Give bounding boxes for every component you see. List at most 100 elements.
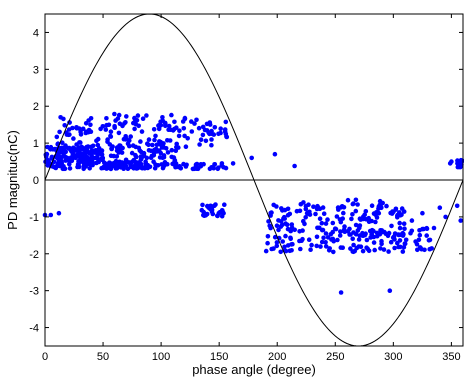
data-point bbox=[230, 161, 236, 166]
data-point bbox=[46, 159, 51, 164]
data-point bbox=[209, 165, 214, 170]
x-tick-label: 150 bbox=[210, 351, 228, 363]
data-point bbox=[189, 129, 195, 134]
data-point bbox=[358, 217, 364, 222]
data-point bbox=[276, 227, 281, 233]
data-point bbox=[56, 210, 62, 216]
data-point bbox=[265, 234, 271, 239]
data-point bbox=[421, 226, 426, 232]
data-point bbox=[341, 229, 347, 234]
data-point bbox=[321, 211, 327, 216]
data-point bbox=[294, 208, 300, 214]
data-point bbox=[353, 222, 359, 228]
data-point bbox=[200, 132, 206, 138]
data-point bbox=[63, 149, 68, 155]
data-point bbox=[378, 246, 383, 251]
data-point bbox=[342, 224, 347, 229]
data-point bbox=[392, 231, 398, 236]
data-point bbox=[249, 155, 254, 161]
data-point bbox=[108, 129, 114, 134]
data-point bbox=[265, 240, 270, 246]
data-point bbox=[329, 237, 334, 242]
data-point bbox=[55, 152, 61, 158]
data-point bbox=[219, 213, 225, 219]
data-point bbox=[53, 165, 59, 171]
data-point bbox=[206, 205, 211, 210]
sine-reference-curve bbox=[44, 13, 464, 347]
y-tick-label: -1 bbox=[29, 212, 39, 224]
data-point bbox=[388, 210, 393, 216]
data-point bbox=[454, 203, 460, 209]
data-point bbox=[321, 235, 326, 241]
data-point bbox=[116, 150, 121, 155]
data-point bbox=[80, 154, 85, 159]
data-point bbox=[429, 246, 435, 251]
x-tick-label: 300 bbox=[384, 351, 402, 363]
data-point bbox=[202, 127, 208, 133]
data-point bbox=[314, 234, 320, 240]
data-point bbox=[94, 160, 99, 166]
data-point bbox=[314, 243, 320, 249]
data-point bbox=[285, 212, 291, 218]
data-point bbox=[173, 148, 179, 153]
data-point bbox=[66, 156, 71, 161]
data-point bbox=[203, 213, 209, 218]
data-point bbox=[146, 148, 152, 153]
data-point bbox=[274, 240, 280, 245]
data-point bbox=[280, 239, 286, 244]
data-point bbox=[141, 150, 147, 156]
data-point bbox=[348, 246, 353, 251]
data-point bbox=[351, 242, 356, 248]
data-point bbox=[285, 226, 291, 232]
data-point bbox=[95, 156, 100, 161]
data-point bbox=[176, 133, 182, 139]
data-point bbox=[409, 218, 415, 223]
data-point bbox=[366, 219, 372, 224]
data-point bbox=[355, 228, 361, 233]
data-point bbox=[302, 221, 307, 227]
data-point bbox=[272, 151, 278, 157]
y-tick-label: 3 bbox=[33, 64, 39, 76]
data-point bbox=[153, 133, 158, 139]
data-point bbox=[106, 122, 112, 128]
data-point bbox=[140, 116, 146, 121]
data-point bbox=[183, 144, 189, 149]
data-point bbox=[75, 164, 81, 169]
data-point bbox=[120, 145, 125, 151]
data-point bbox=[222, 202, 227, 207]
data-point bbox=[78, 140, 83, 145]
data-point bbox=[223, 131, 229, 137]
data-point bbox=[306, 237, 312, 242]
data-point bbox=[424, 233, 430, 238]
data-point bbox=[223, 119, 229, 125]
data-point bbox=[289, 222, 295, 227]
data-point bbox=[95, 136, 101, 142]
data-point bbox=[165, 150, 171, 155]
data-point bbox=[143, 159, 148, 165]
data-point bbox=[138, 157, 144, 162]
data-point bbox=[309, 242, 314, 248]
data-point bbox=[98, 126, 103, 132]
data-point bbox=[45, 144, 50, 150]
data-point bbox=[356, 237, 362, 242]
data-point bbox=[83, 130, 89, 136]
data-point bbox=[128, 161, 133, 166]
data-point bbox=[317, 216, 323, 221]
data-point bbox=[146, 142, 151, 148]
data-point bbox=[163, 146, 169, 151]
data-point bbox=[283, 233, 288, 239]
data-point bbox=[120, 123, 125, 129]
data-point bbox=[424, 226, 430, 231]
data-point bbox=[353, 208, 359, 214]
data-point bbox=[173, 164, 178, 170]
y-tick-label: 4 bbox=[33, 27, 39, 39]
data-point bbox=[443, 214, 448, 220]
data-point bbox=[216, 131, 221, 137]
data-point bbox=[288, 235, 293, 241]
x-tick-label: 100 bbox=[152, 351, 170, 363]
data-point bbox=[88, 158, 94, 164]
data-point bbox=[323, 240, 328, 245]
data-point bbox=[84, 148, 90, 153]
data-point bbox=[135, 113, 141, 118]
